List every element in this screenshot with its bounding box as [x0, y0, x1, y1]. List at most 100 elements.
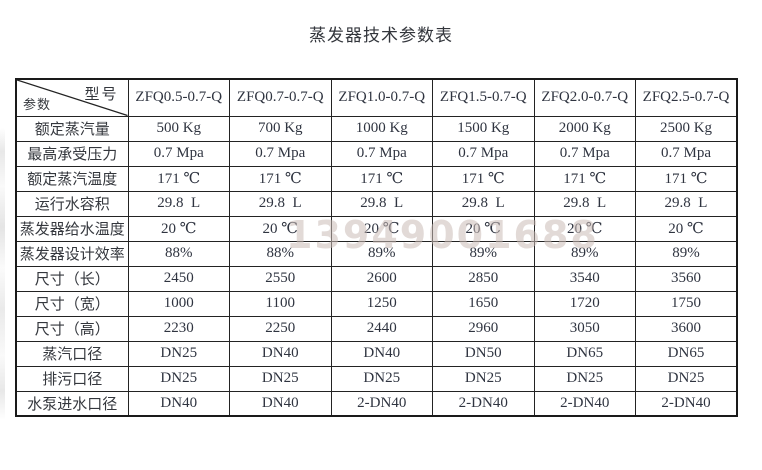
cell: 2-DN40: [635, 390, 738, 417]
cell: 20 ℃: [635, 215, 738, 242]
table-row: 水泵进水口径 DN40 DN40 2-DN40 2-DN40 2-DN40 2-…: [15, 390, 738, 417]
table-row: 最高承受压力 0.7 Mpa 0.7 Mpa 0.7 Mpa 0.7 Mpa 0…: [15, 140, 738, 167]
row-label: 尺寸（宽）: [15, 290, 129, 317]
column-header: ZFQ2.5-0.7-Q: [635, 78, 738, 117]
cell: 1000: [127, 290, 230, 317]
column-header: ZFQ2.0-0.7-Q: [533, 78, 636, 117]
cell: DN25: [127, 340, 230, 367]
table-row: 运行水容积 29.8 L 29.8 L 29.8 L 29.8 L 29.8 L…: [15, 190, 738, 217]
cell: DN25: [533, 365, 636, 392]
cell: 2250: [229, 315, 332, 342]
cell: 0.7 Mpa: [635, 140, 738, 167]
cell: DN50: [432, 340, 535, 367]
cell: DN25: [432, 365, 535, 392]
cell: 2-DN40: [432, 390, 535, 417]
cell: 1720: [533, 290, 636, 317]
cell: 0.7 Mpa: [533, 140, 636, 167]
cell: 89%: [330, 240, 433, 267]
row-label: 最高承受压力: [15, 140, 129, 167]
cell: 1000 Kg: [330, 115, 433, 142]
cell: 1650: [432, 290, 535, 317]
cell: 0.7 Mpa: [127, 140, 230, 167]
row-label: 尺寸（长）: [15, 265, 129, 292]
cell: DN25: [229, 365, 332, 392]
cell: DN40: [127, 390, 230, 417]
cell: 3050: [533, 315, 636, 342]
cell: 20 ℃: [229, 215, 332, 242]
table-row: 蒸发器设计效率 88% 88% 89% 89% 89% 89%: [15, 240, 738, 267]
cell: DN65: [533, 340, 636, 367]
row-label: 额定蒸汽量: [15, 115, 129, 142]
cell: DN25: [127, 365, 230, 392]
cell: 2230: [127, 315, 230, 342]
cell: 1250: [330, 290, 433, 317]
cell: DN25: [330, 365, 433, 392]
cell: 29.8 L: [330, 190, 433, 217]
column-header: ZFQ1.5-0.7-Q: [432, 78, 535, 117]
row-label: 蒸发器设计效率: [15, 240, 129, 267]
cell: 20 ℃: [127, 215, 230, 242]
cell: 171 ℃: [432, 165, 535, 192]
cell: 2-DN40: [330, 390, 433, 417]
table-row: 尺寸（宽） 1000 1100 1250 1650 1720 1750: [15, 290, 738, 317]
corner-label-model: 型号: [84, 87, 119, 103]
cell: 2000 Kg: [533, 115, 636, 142]
cell: 0.7 Mpa: [229, 140, 332, 167]
cell: 3600: [635, 315, 738, 342]
cell: 171 ℃: [533, 165, 636, 192]
cell: 20 ℃: [330, 215, 433, 242]
cell: 29.8 L: [533, 190, 636, 217]
table-row: 蒸汽口径 DN25 DN40 DN40 DN50 DN65 DN65: [15, 340, 738, 367]
table-row: 额定蒸汽量 500 Kg 700 Kg 1000 Kg 1500 Kg 2000…: [15, 115, 738, 142]
cell: 2550: [229, 265, 332, 292]
row-label: 水泵进水口径: [15, 390, 129, 417]
corner-label-parameter: 参数: [23, 96, 52, 112]
cell: DN40: [229, 340, 332, 367]
cell: 171 ℃: [127, 165, 230, 192]
cell: 2450: [127, 265, 230, 292]
cell: 171 ℃: [330, 165, 433, 192]
cell: 29.8 L: [127, 190, 230, 217]
cell: DN25: [635, 365, 738, 392]
cell: DN40: [229, 390, 332, 417]
cell: 2850: [432, 265, 535, 292]
table-row: 尺寸（长） 2450 2550 2600 2850 3540 3560: [15, 265, 738, 292]
cell: 20 ℃: [432, 215, 535, 242]
cell: 89%: [533, 240, 636, 267]
cell: 29.8 L: [432, 190, 535, 217]
spec-table: 型号 参数 ZFQ0.5-0.7-Q ZFQ0.7-0.7-Q ZFQ1.0-0…: [15, 78, 738, 417]
cell: 88%: [127, 240, 230, 267]
cell: 2440: [330, 315, 433, 342]
cell: 2500 Kg: [635, 115, 738, 142]
cell: 700 Kg: [229, 115, 332, 142]
row-label: 尺寸（高）: [15, 315, 129, 342]
cell: 500 Kg: [127, 115, 230, 142]
cell: 171 ℃: [635, 165, 738, 192]
cell: 2600: [330, 265, 433, 292]
scan-artifact: [0, 128, 5, 420]
cell: 20 ℃: [533, 215, 636, 242]
cell: 0.7 Mpa: [330, 140, 433, 167]
cell: 2960: [432, 315, 535, 342]
cell: DN40: [330, 340, 433, 367]
table-row: 尺寸（高） 2230 2250 2440 2960 3050 3600: [15, 315, 738, 342]
column-header: ZFQ0.7-0.7-Q: [229, 78, 332, 117]
cell: 3560: [635, 265, 738, 292]
row-label: 额定蒸汽温度: [15, 165, 129, 192]
cell: 1750: [635, 290, 738, 317]
cell: 1500 Kg: [432, 115, 535, 142]
diagonal-line-icon: [17, 80, 128, 116]
table-row: 蒸发器给水温度 20 ℃ 20 ℃ 20 ℃ 20 ℃ 20 ℃ 20 ℃: [15, 215, 738, 242]
cell: 89%: [635, 240, 738, 267]
column-header: ZFQ0.5-0.7-Q: [127, 78, 230, 117]
row-label: 排污口径: [15, 365, 129, 392]
row-label: 蒸发器给水温度: [15, 215, 129, 242]
row-label: 运行水容积: [15, 190, 129, 217]
column-header: ZFQ1.0-0.7-Q: [330, 78, 433, 117]
cell: 29.8 L: [229, 190, 332, 217]
header-row: 型号 参数 ZFQ0.5-0.7-Q ZFQ0.7-0.7-Q ZFQ1.0-0…: [15, 78, 738, 117]
table-row: 排污口径 DN25 DN25 DN25 DN25 DN25 DN25: [15, 365, 738, 392]
cell: DN65: [635, 340, 738, 367]
cell: 0.7 Mpa: [432, 140, 535, 167]
page-title: 蒸发器技术参数表: [309, 26, 453, 45]
